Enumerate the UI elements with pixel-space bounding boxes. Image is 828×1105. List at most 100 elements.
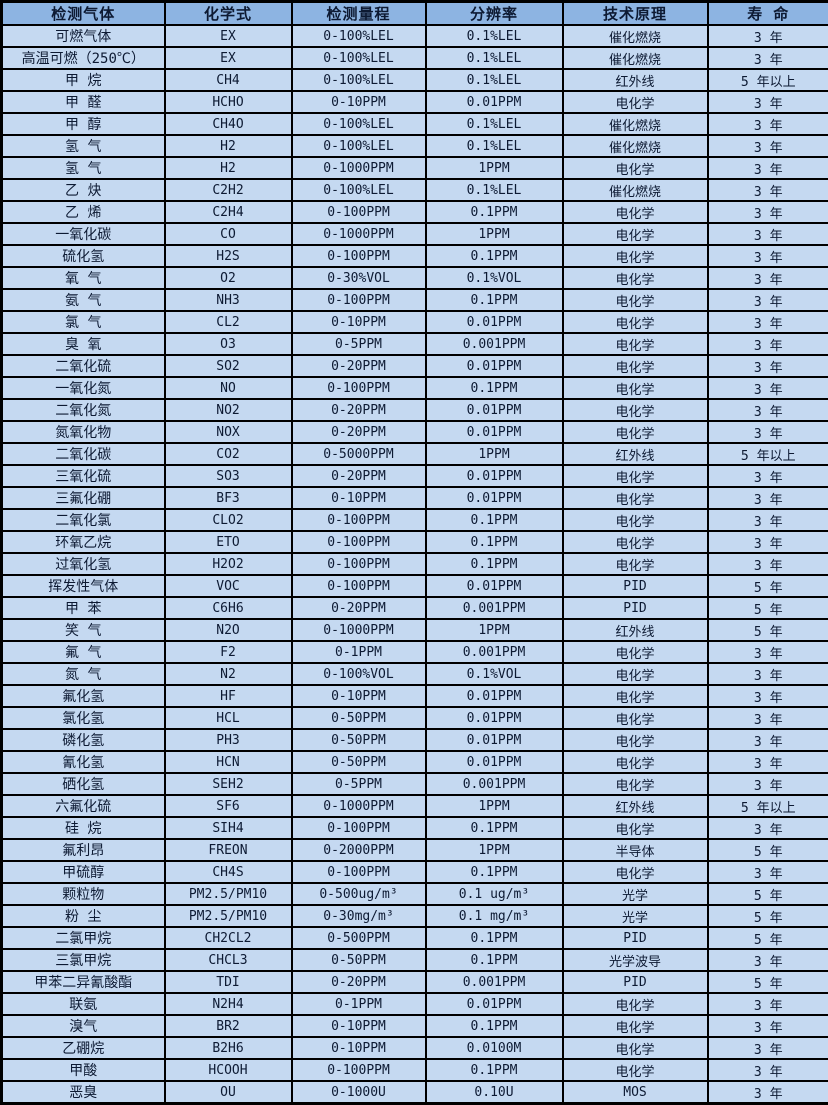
table-cell-principle: PID (563, 575, 708, 597)
table-cell-principle: 电化学 (563, 91, 708, 113)
table-cell-resolution: 0.001PPM (426, 641, 563, 663)
table-cell-range: 0-5PPM (292, 773, 426, 795)
table-cell-gas: 二氧化氯 (2, 509, 165, 531)
table-cell-resolution: 0.01PPM (426, 729, 563, 751)
table-cell-resolution: 0.01PPM (426, 487, 563, 509)
table-cell-principle: 电化学 (563, 421, 708, 443)
table-cell-lifespan: 3 年 (708, 1081, 828, 1104)
table-cell-resolution: 1PPM (426, 839, 563, 861)
table-cell-formula: CL2 (165, 311, 292, 333)
table-cell-lifespan: 5 年 (708, 883, 828, 905)
table-cell-formula: CH2CL2 (165, 927, 292, 949)
header-cell-gas: 检测气体 (2, 2, 165, 26)
table-cell-range: 0-10PPM (292, 91, 426, 113)
table-cell-principle: 电化学 (563, 465, 708, 487)
table-cell-lifespan: 5 年以上 (708, 443, 828, 465)
table-cell-range: 0-1000PPM (292, 157, 426, 179)
table-cell-principle: 光学 (563, 883, 708, 905)
table-cell-principle: 电化学 (563, 1037, 708, 1059)
table-cell-formula: C2H4 (165, 201, 292, 223)
table-cell-principle: 电化学 (563, 663, 708, 685)
table-cell-resolution: 0.1%LEL (426, 113, 563, 135)
table-cell-principle: 电化学 (563, 685, 708, 707)
table-cell-resolution: 0.1PPM (426, 289, 563, 311)
table-cell-range: 0-10PPM (292, 487, 426, 509)
table-cell-lifespan: 3 年 (708, 267, 828, 289)
table-cell-formula: NOX (165, 421, 292, 443)
table-cell-range: 0-100PPM (292, 377, 426, 399)
table-cell-principle: 电化学 (563, 399, 708, 421)
table-cell-resolution: 0.1%LEL (426, 69, 563, 91)
table-cell-lifespan: 3 年 (708, 47, 828, 69)
table-cell-formula: N2O (165, 619, 292, 641)
header-cell-principle: 技术原理 (563, 2, 708, 26)
table-cell-lifespan: 3 年 (708, 113, 828, 135)
table-cell-resolution: 1PPM (426, 157, 563, 179)
table-cell-lifespan: 5 年 (708, 839, 828, 861)
table-cell-lifespan: 3 年 (708, 289, 828, 311)
table-cell-principle: 半导体 (563, 839, 708, 861)
table-cell-gas: 可燃气体 (2, 25, 165, 47)
table-cell-formula: HCOOH (165, 1059, 292, 1081)
table-cell-gas: 三氯甲烷 (2, 949, 165, 971)
table-cell-formula: OU (165, 1081, 292, 1104)
table-cell-lifespan: 3 年 (708, 223, 828, 245)
table-cell-gas: 氟化氢 (2, 685, 165, 707)
table-cell-principle: MOS (563, 1081, 708, 1104)
table-cell-principle: 红外线 (563, 443, 708, 465)
table-cell-range: 0-5000PPM (292, 443, 426, 465)
table-cell-resolution: 1PPM (426, 619, 563, 641)
header-row: 检测气体化学式检测量程分辨率技术原理寿 命 (2, 2, 828, 26)
table-cell-resolution: 0.01PPM (426, 751, 563, 773)
table-cell-formula: BF3 (165, 487, 292, 509)
table-cell-lifespan: 5 年 (708, 597, 828, 619)
table-cell-range: 0-100PPM (292, 245, 426, 267)
table-cell-lifespan: 3 年 (708, 311, 828, 333)
table-cell-formula: NH3 (165, 289, 292, 311)
table-cell-resolution: 0.1 ug/m³ (426, 883, 563, 905)
table-cell-lifespan: 3 年 (708, 135, 828, 157)
table-cell-gas: 环氧乙烷 (2, 531, 165, 553)
table-cell-resolution: 0.01PPM (426, 465, 563, 487)
table-cell-range: 0-1000PPM (292, 223, 426, 245)
table-cell-formula: CH4O (165, 113, 292, 135)
table-cell-gas: 氨 气 (2, 289, 165, 311)
table-cell-formula: SO2 (165, 355, 292, 377)
table-cell-resolution: 0.1%LEL (426, 135, 563, 157)
table-cell-formula: CH4 (165, 69, 292, 91)
table-cell-range: 0-2000PPM (292, 839, 426, 861)
table-cell-gas: 氟利昂 (2, 839, 165, 861)
table-cell-principle: 光学波导 (563, 949, 708, 971)
table-cell-range: 0-20PPM (292, 597, 426, 619)
table-cell-range: 0-100%LEL (292, 113, 426, 135)
table-header: 检测气体化学式检测量程分辨率技术原理寿 命 (2, 2, 828, 26)
table-cell-principle: 电化学 (563, 377, 708, 399)
table-cell-principle: 红外线 (563, 69, 708, 91)
table-cell-resolution: 0.01PPM (426, 91, 563, 113)
table-cell-principle: 电化学 (563, 223, 708, 245)
header-cell-formula: 化学式 (165, 2, 292, 26)
table-cell-principle: 电化学 (563, 487, 708, 509)
table-cell-resolution: 0.1PPM (426, 817, 563, 839)
table-cell-lifespan: 3 年 (708, 861, 828, 883)
table-cell-gas: 六氟化硫 (2, 795, 165, 817)
